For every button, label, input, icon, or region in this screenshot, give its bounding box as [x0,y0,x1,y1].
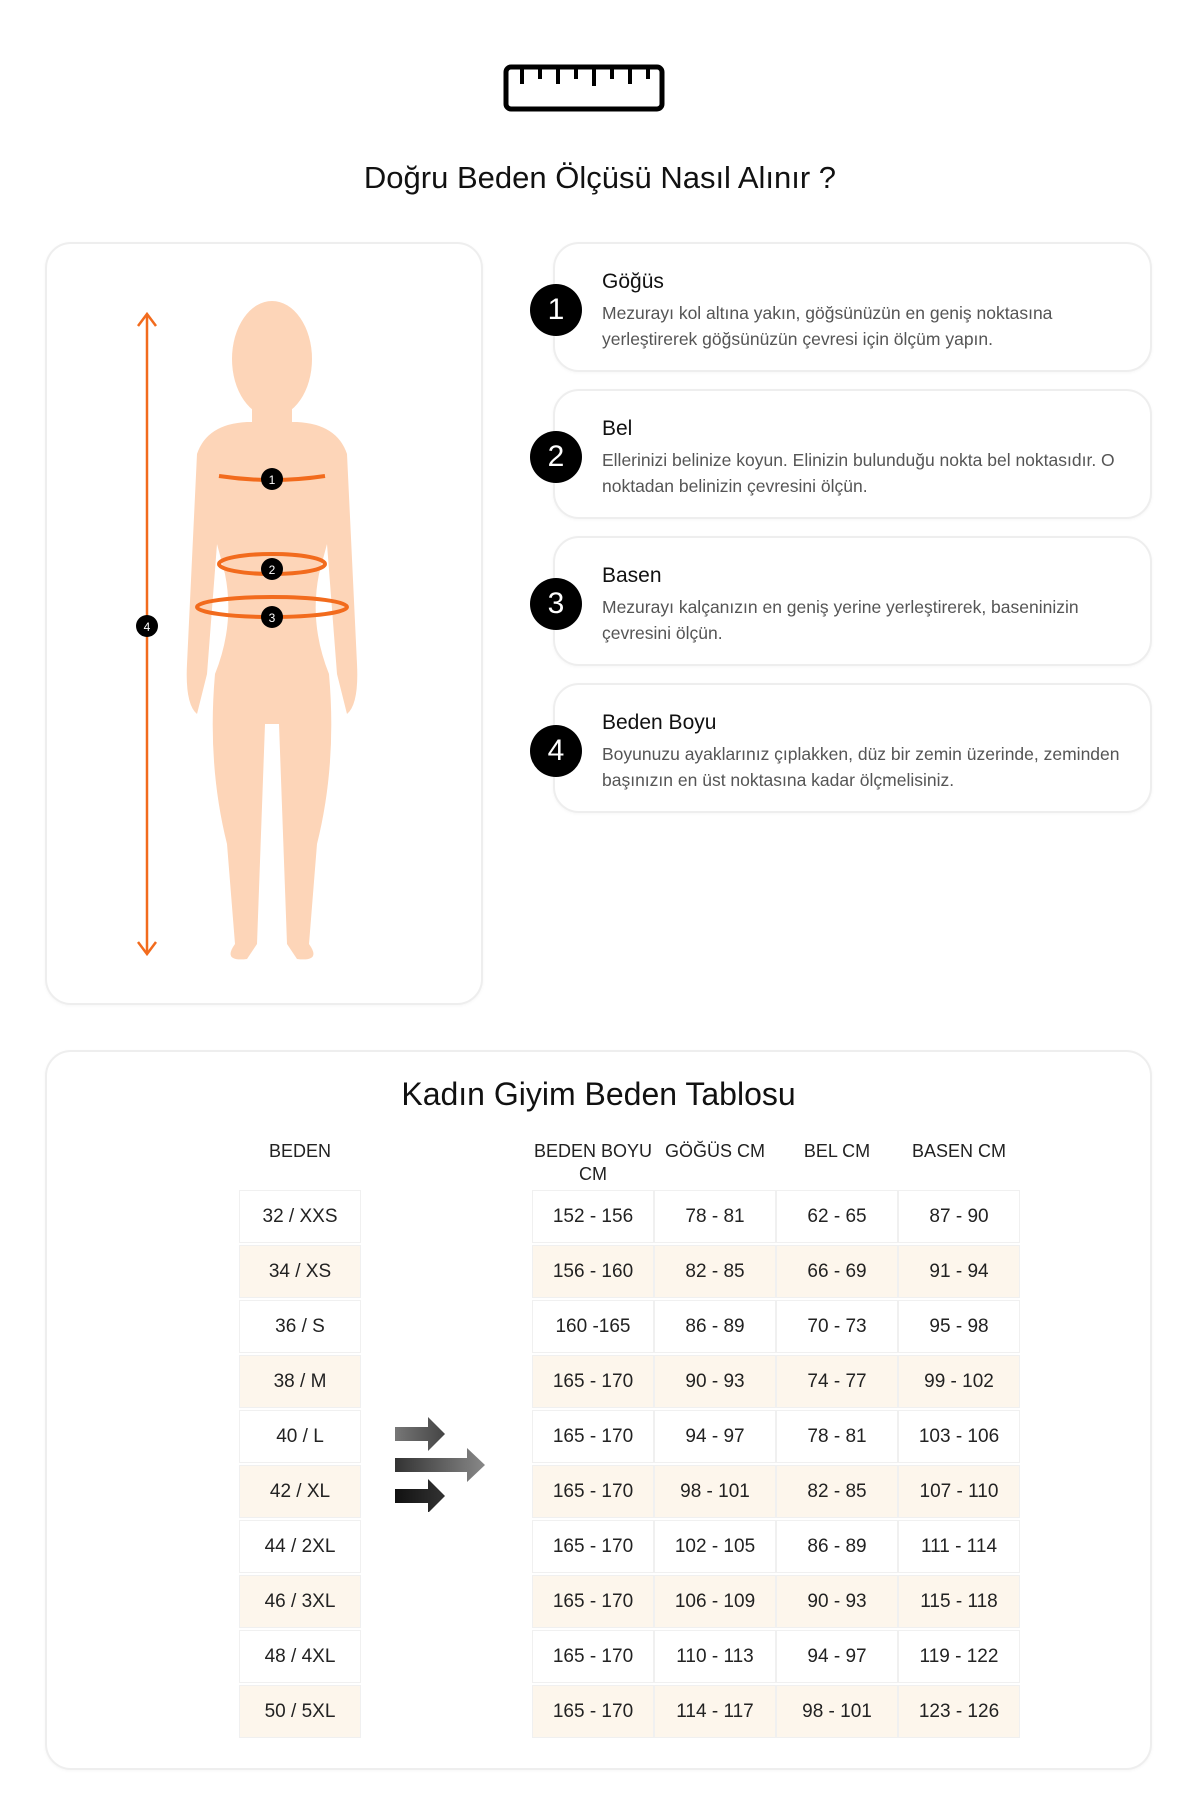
marker-2: 2 [269,563,276,577]
column-header: BEL CM [803,1141,871,1161]
step-height: 4 Beden Boyu Boyunuzu ayaklarınız çıplak… [530,683,1152,813]
step-description: Boyunuzu ayaklarınız çıplakken, düz bir … [602,744,1120,790]
arrows-icon [395,1417,485,1512]
table-cell: 90 - 93 [654,1355,776,1408]
table-cell: 95 - 98 [898,1300,1020,1353]
table-cell: 115 - 118 [898,1575,1020,1628]
size-cell: 42 / XL [239,1465,361,1518]
table-cell: 165 - 170 [532,1630,654,1683]
size-cell: 48 / 4XL [239,1630,361,1683]
size-cell: 50 / 5XL [239,1685,361,1738]
table-cell: 123 - 126 [898,1685,1020,1738]
step-number: 3 [530,578,582,630]
marker-4: 4 [144,620,151,634]
marker-3: 3 [269,611,276,625]
table-cell: 103 - 106 [898,1410,1020,1463]
table-cell: 165 - 170 [532,1520,654,1573]
table-title: Kadın Giyim Beden Tablosu [401,1076,796,1112]
step-chest: 1 Göğüs Mezurayı kol altına yakın, göğsü… [530,242,1152,372]
table-cell: 74 - 77 [776,1355,898,1408]
size-cell: 36 / S [239,1300,361,1353]
table-cell: 160 -165 [532,1300,654,1353]
table-cell: 66 - 69 [776,1245,898,1298]
table-cell: 156 - 160 [532,1245,654,1298]
step-title: Beden Boyu [602,711,717,734]
table-cell: 98 - 101 [654,1465,776,1518]
step-number: 4 [530,725,582,777]
table-cell: 165 - 170 [532,1575,654,1628]
step-waist: 2 Bel Ellerinizi belinize koyun. Elinizi… [530,389,1152,519]
table-cell: 86 - 89 [654,1300,776,1353]
table-cell: 94 - 97 [654,1410,776,1463]
ruler-icon [503,64,665,112]
page-title: Doğru Beden Ölçüsü Nasıl Alınır ? [363,160,837,195]
column-header: BEDEN BOYU CM [533,1141,653,1184]
table-cell: 82 - 85 [654,1245,776,1298]
step-hips: 3 Basen Mezurayı kalçanızın en geniş yer… [530,536,1152,666]
table-cell: 114 - 117 [654,1685,776,1738]
marker-1: 1 [269,473,276,487]
step-description: Mezurayı kol altına yakın, göğsünüzün en… [602,303,1053,349]
table-cell: 102 - 105 [654,1520,776,1573]
table-cell: 86 - 89 [776,1520,898,1573]
table-cell: 99 - 102 [898,1355,1020,1408]
size-cell: 46 / 3XL [239,1575,361,1628]
table-cell: 70 - 73 [776,1300,898,1353]
size-cell: 44 / 2XL [239,1520,361,1573]
size-cell: 38 / M [239,1355,361,1408]
table-cell: 165 - 170 [532,1685,654,1738]
table-cell: 165 - 170 [532,1410,654,1463]
step-title: Bel [602,417,633,440]
table-cell: 62 - 65 [776,1190,898,1243]
table-cell: 91 - 94 [898,1245,1020,1298]
table-cell: 94 - 97 [776,1630,898,1683]
step-title: Basen [602,564,662,587]
table-cell: 152 - 156 [532,1190,654,1243]
step-title: Göğüs [602,270,664,293]
table-cell: 107 - 110 [898,1465,1020,1518]
table-cell: 111 - 114 [898,1520,1020,1573]
size-table-card: Kadın Giyim Beden Tablosu BEDEN BEDEN BO… [45,1050,1152,1770]
body-measurement-figure: 1 2 3 4 [136,301,358,960]
table-cell: 165 - 170 [532,1355,654,1408]
table-cell: 87 - 90 [898,1190,1020,1243]
size-cell: 32 / XXS [239,1190,361,1243]
table-cell: 78 - 81 [776,1410,898,1463]
table-cell: 90 - 93 [776,1575,898,1628]
column-header: GÖĞÜS CM [664,1141,765,1161]
step-number: 1 [530,284,582,336]
table-cell: 82 - 85 [776,1465,898,1518]
table-cell: 106 - 109 [654,1575,776,1628]
table-cell: 165 - 170 [532,1465,654,1518]
column-header: BASEN CM [911,1141,1007,1161]
step-description: Mezurayı kalçanızın en geniş yerine yerl… [602,597,1079,643]
size-header: BEDEN [268,1141,331,1161]
table-cell: 119 - 122 [898,1630,1020,1683]
step-description: Ellerinizi belinize koyun. Elinizin bulu… [602,450,1115,496]
step-number: 2 [530,431,582,483]
size-cell: 34 / XS [239,1245,361,1298]
size-cell: 40 / L [239,1410,361,1463]
table-cell: 78 - 81 [654,1190,776,1243]
body-figure-card: 1 2 3 4 [45,242,483,1005]
table-cell: 98 - 101 [776,1685,898,1738]
table-cell: 110 - 113 [654,1630,776,1683]
